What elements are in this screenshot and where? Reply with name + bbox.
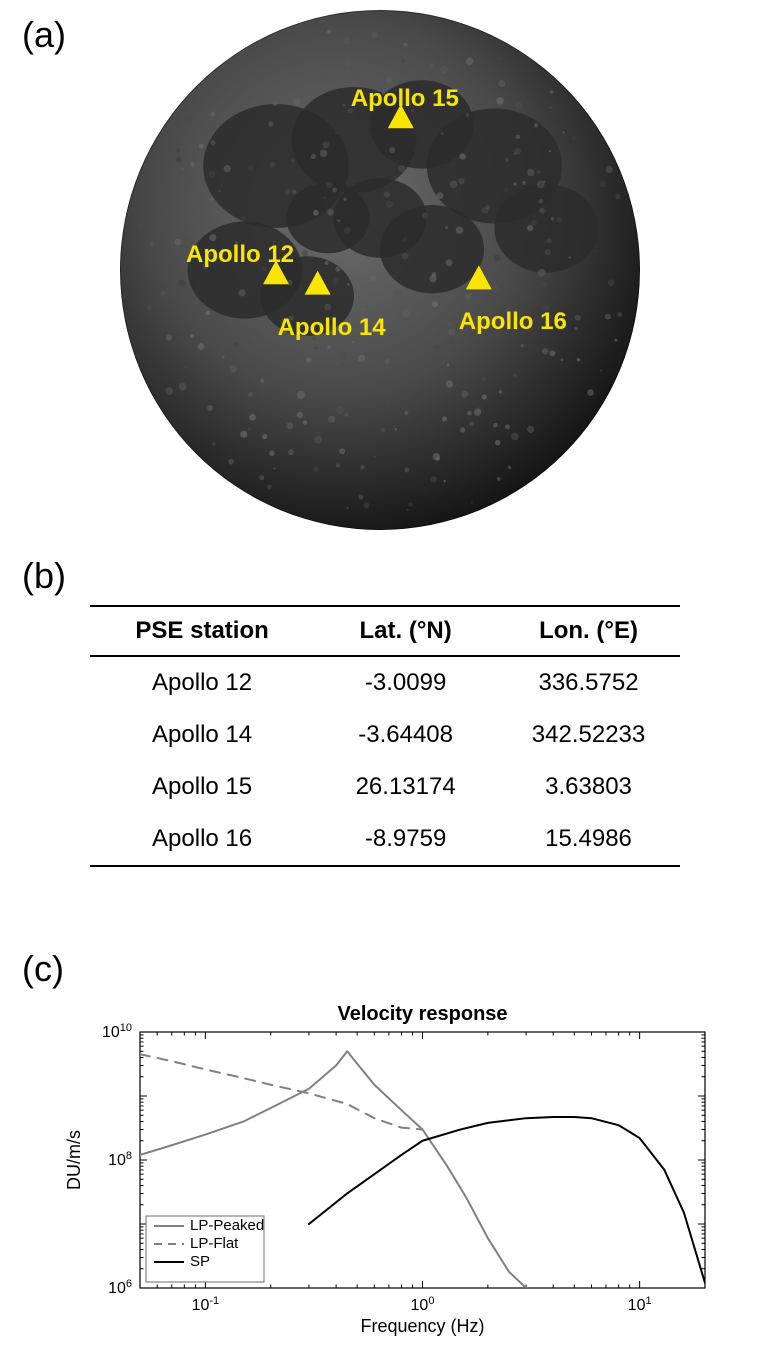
svg-text:Frequency (Hz): Frequency (Hz)	[360, 1316, 484, 1336]
svg-text:1010: 1010	[102, 1022, 132, 1041]
svg-text:101: 101	[628, 1295, 652, 1314]
cell-lat: -3.64408	[314, 709, 497, 761]
col-header-lon: Lon. (°E)	[497, 607, 680, 655]
cell-lon: 15.4986	[497, 813, 680, 865]
svg-text:Velocity response: Velocity response	[337, 1003, 507, 1025]
cell-station: Apollo 15	[90, 761, 314, 813]
cell-station: Apollo 16	[90, 813, 314, 865]
cell-lon: 342.52233	[497, 709, 680, 761]
cell-lat: -3.0099	[314, 657, 497, 709]
col-header-station: PSE station	[90, 607, 314, 655]
cell-lon: 3.63803	[497, 761, 680, 813]
cell-lat: 26.13174	[314, 761, 497, 813]
svg-text:10-1: 10-1	[192, 1295, 220, 1314]
table-header-row: PSE station Lat. (°N) Lon. (°E)	[90, 607, 680, 655]
svg-text:106: 106	[108, 1278, 132, 1297]
col-header-lat: Lat. (°N)	[314, 607, 497, 655]
table-rule-bottom	[90, 865, 680, 867]
svg-text:LP-Flat: LP-Flat	[190, 1235, 239, 1252]
table-row: Apollo 16-8.975915.4986	[90, 813, 680, 865]
moon-figure: Apollo 12Apollo 14Apollo 15Apollo 16	[120, 10, 640, 530]
table-row: Apollo 12-3.0099336.5752	[90, 657, 680, 709]
panel-a-label: (a)	[22, 14, 66, 56]
svg-text:SP: SP	[190, 1253, 210, 1270]
panel-c-label: (c)	[22, 948, 64, 990]
cell-station: Apollo 14	[90, 709, 314, 761]
chart-svg: Velocity response 10-1 100 101 106 108 1010 Fre…	[60, 1000, 720, 1340]
svg-text:DU/m/s: DU/m/s	[64, 1130, 84, 1190]
svg-text:100: 100	[411, 1295, 435, 1314]
panel-b-label: (b)	[22, 555, 66, 597]
svg-text:LP-Peaked: LP-Peaked	[190, 1217, 264, 1234]
table-body: Apollo 12-3.0099336.5752Apollo 14-3.6440…	[90, 657, 680, 865]
stations-table: PSE station Lat. (°N) Lon. (°E) Apollo 1…	[90, 605, 680, 867]
cell-lon: 336.5752	[497, 657, 680, 709]
table-row: Apollo 1526.131743.63803	[90, 761, 680, 813]
cell-lat: -8.9759	[314, 813, 497, 865]
table-row: Apollo 14-3.64408342.52233	[90, 709, 680, 761]
svg-text:108: 108	[108, 1150, 132, 1169]
cell-station: Apollo 12	[90, 657, 314, 709]
velocity-response-chart: Velocity response 10-1 100 101 106 108 1010 Fre…	[60, 1000, 720, 1340]
